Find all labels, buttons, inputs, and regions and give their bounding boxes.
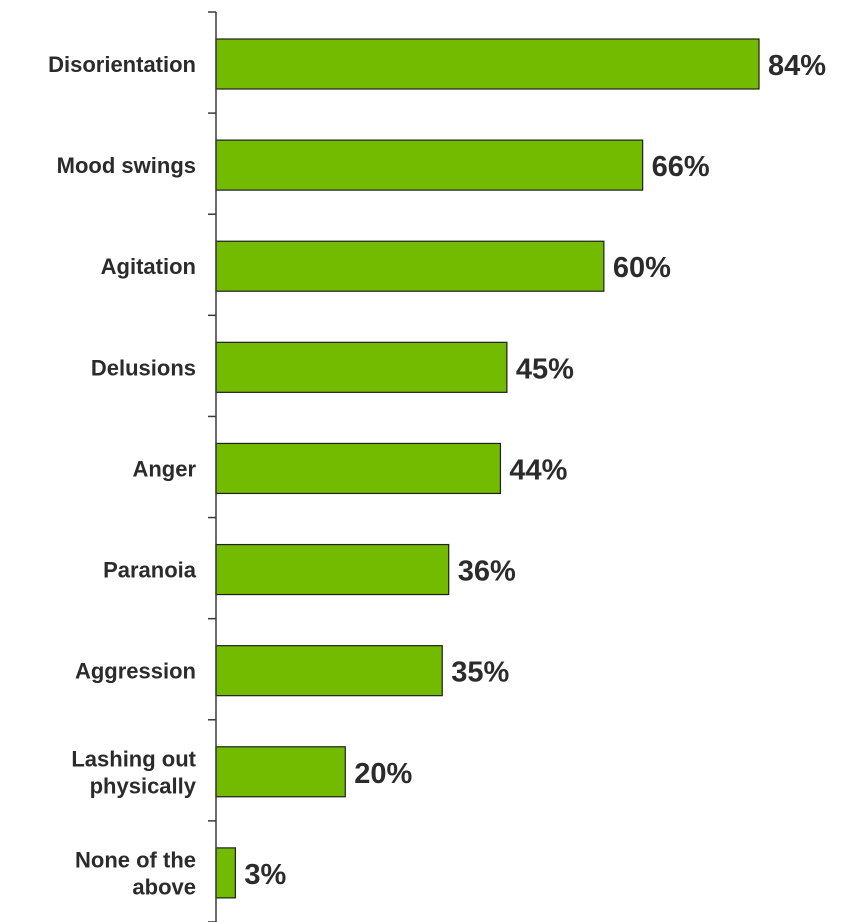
category-label: None of the above: [75, 847, 196, 899]
bar-lashing-out-physically: [215, 746, 346, 798]
category-label: Lashing out physically: [71, 746, 196, 798]
value-label: 36%: [458, 556, 516, 588]
bar-delusions: [215, 341, 508, 393]
category-label: Paranoia: [103, 558, 197, 583]
bar-aggression: [215, 645, 443, 697]
bar-anger: [215, 442, 502, 495]
value-labels-layer: 84% 66% 60% 45% 44% 36% 35% 20% 3%: [244, 50, 826, 891]
category-label: Mood swings: [57, 153, 196, 178]
value-label: 84%: [768, 50, 826, 82]
axis-layer: [208, 11, 217, 922]
bar-disorientation: [215, 38, 760, 90]
category-label: Anger: [132, 456, 196, 481]
category-label: Agitation: [101, 254, 196, 279]
bars-layer: [215, 38, 760, 899]
bar-paranoia: [215, 543, 450, 596]
value-label: 3%: [244, 859, 286, 891]
category-label: Disorientation: [48, 52, 196, 77]
bar-mood-swings: [215, 139, 644, 191]
value-label: 35%: [451, 657, 509, 689]
value-label: 45%: [516, 353, 574, 385]
category-label: Aggression: [75, 659, 196, 684]
category-labels-layer: Disorientation Mood swings Agitation Delusi…: [48, 52, 197, 899]
value-label: 60%: [613, 252, 671, 284]
bar-agitation: [215, 240, 605, 292]
bar-none-of-the-above: [215, 847, 236, 899]
value-label: 66%: [652, 151, 710, 183]
value-label: 44%: [509, 454, 567, 486]
category-label: Delusions: [91, 355, 196, 380]
value-label: 20%: [354, 758, 412, 790]
